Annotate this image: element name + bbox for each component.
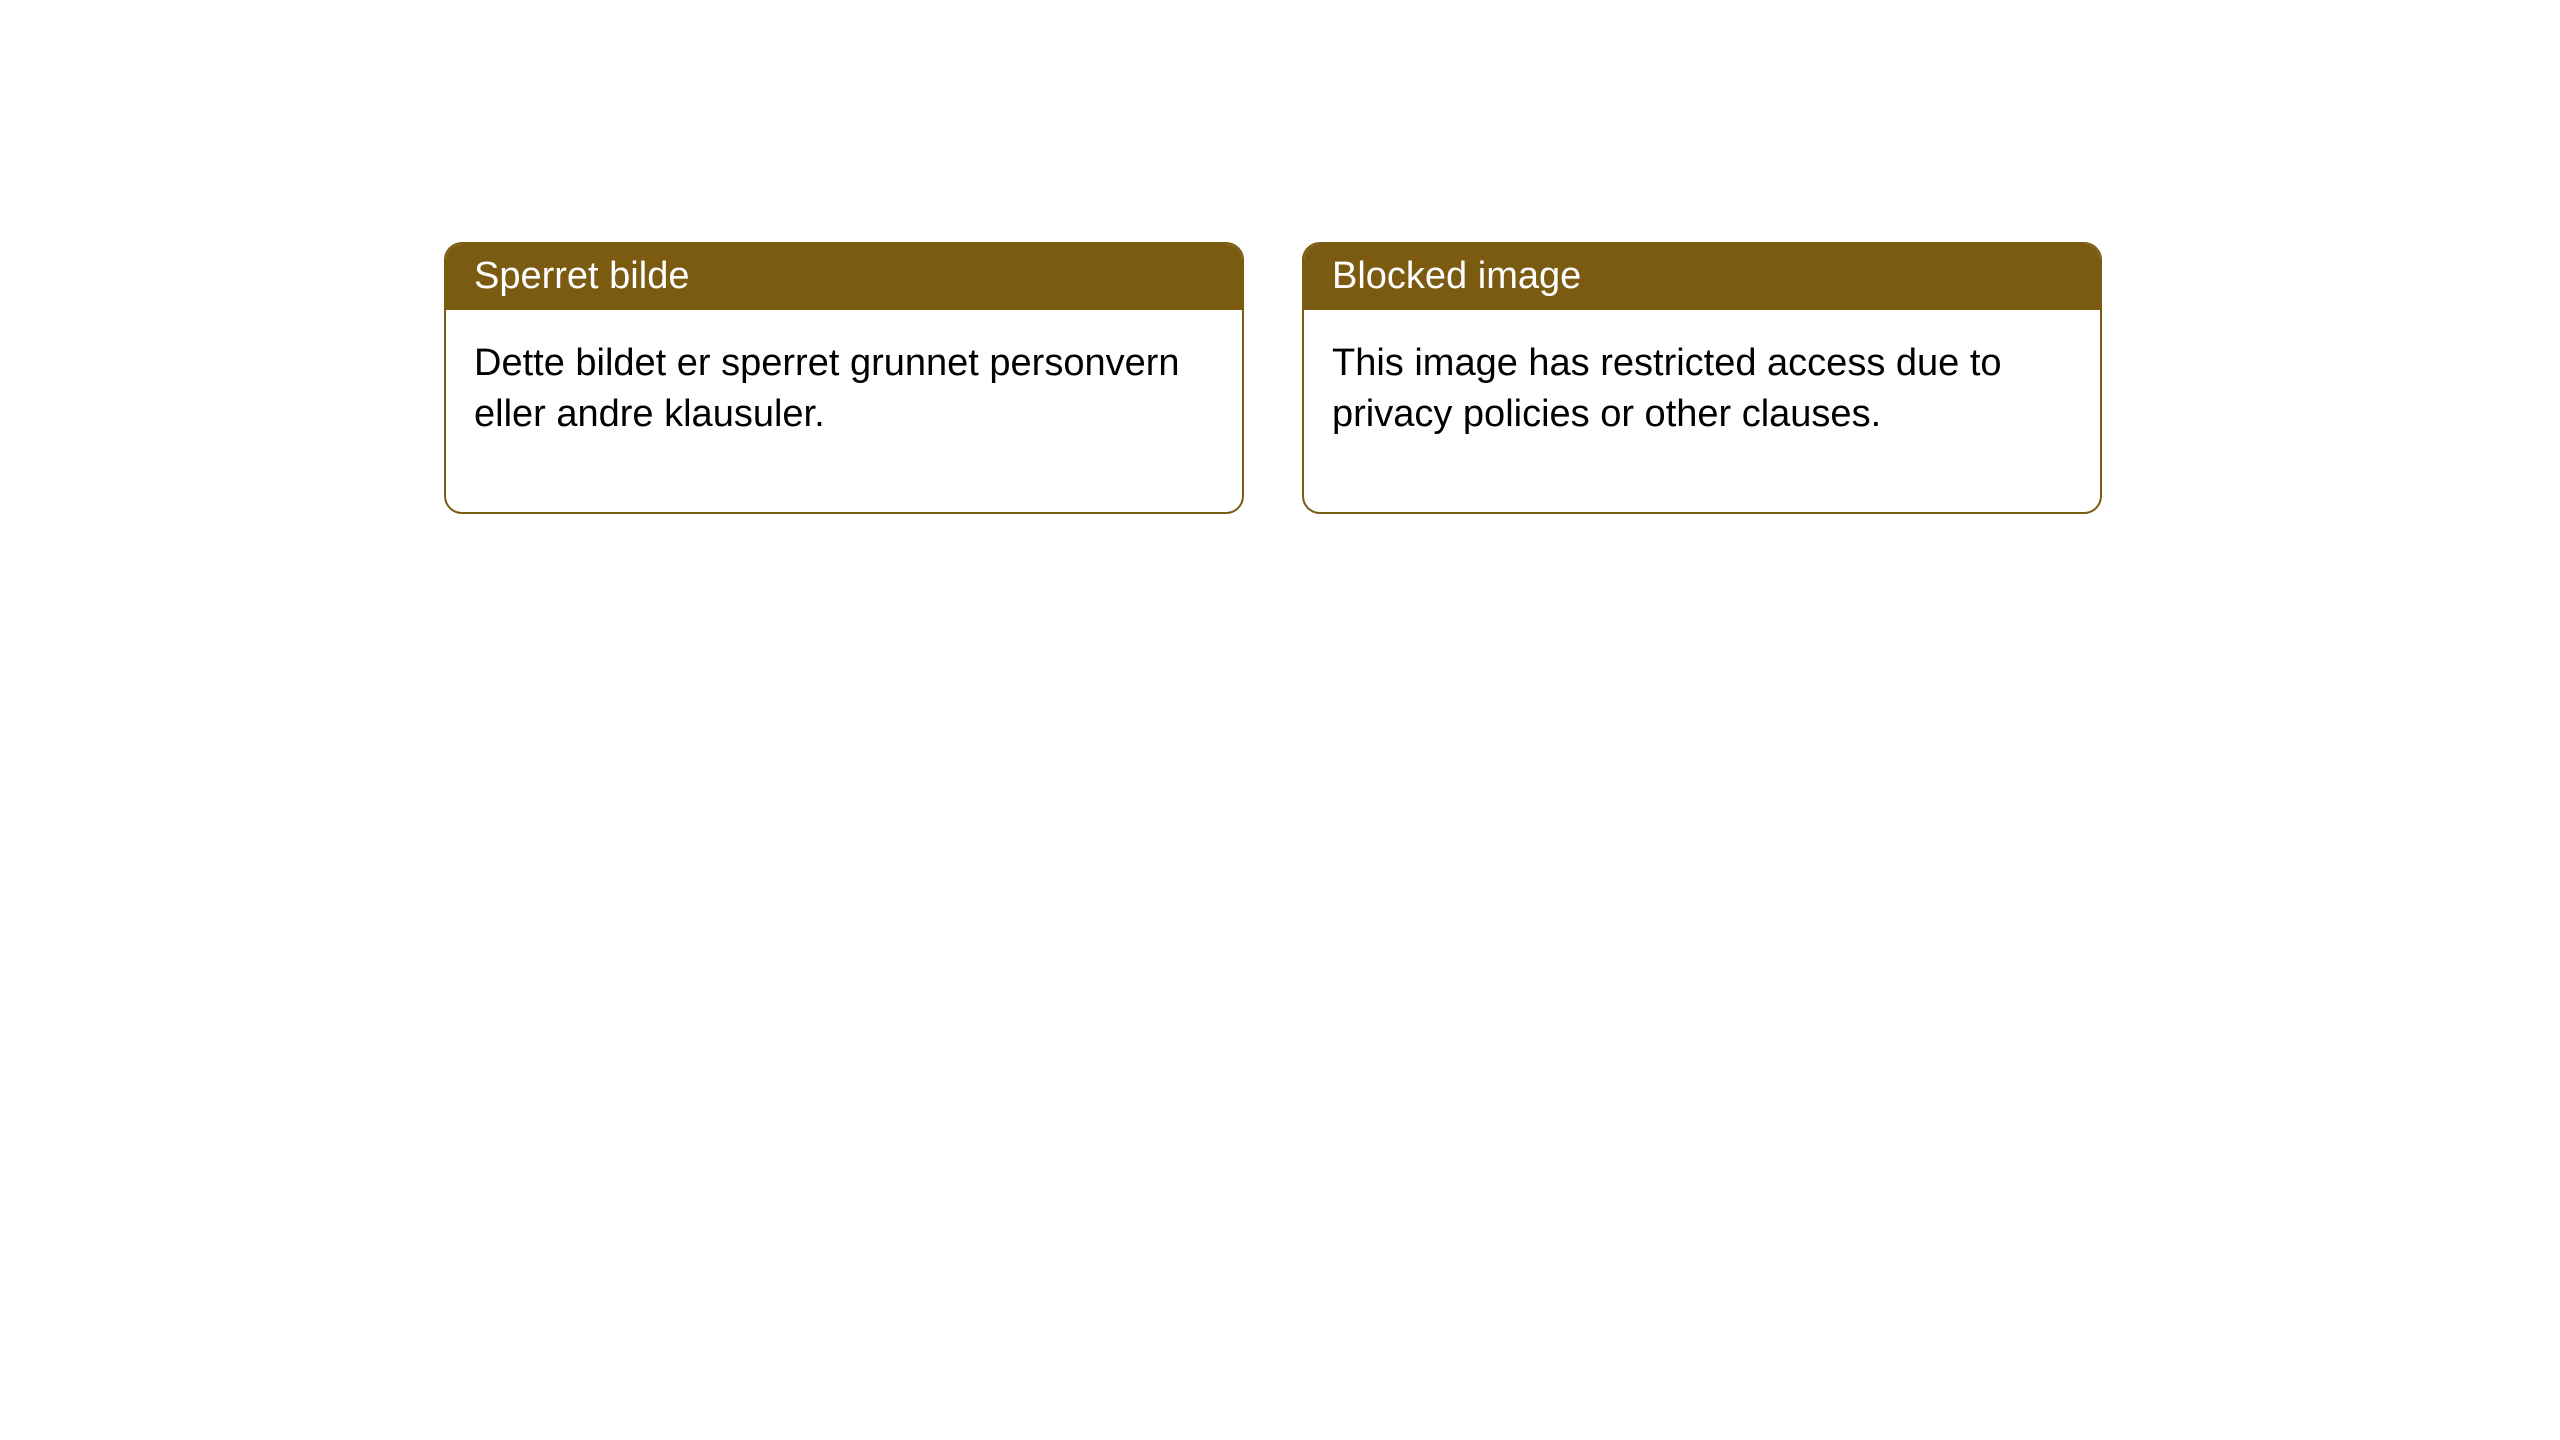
card-body: Dette bildet er sperret grunnet personve… <box>446 310 1242 513</box>
notice-card-english: Blocked image This image has restricted … <box>1302 242 2102 514</box>
card-header: Sperret bilde <box>446 244 1242 310</box>
card-header: Blocked image <box>1304 244 2100 310</box>
notice-cards-row: Sperret bilde Dette bildet er sperret gr… <box>0 0 2560 514</box>
notice-card-norwegian: Sperret bilde Dette bildet er sperret gr… <box>444 242 1244 514</box>
card-body: This image has restricted access due to … <box>1304 310 2100 513</box>
